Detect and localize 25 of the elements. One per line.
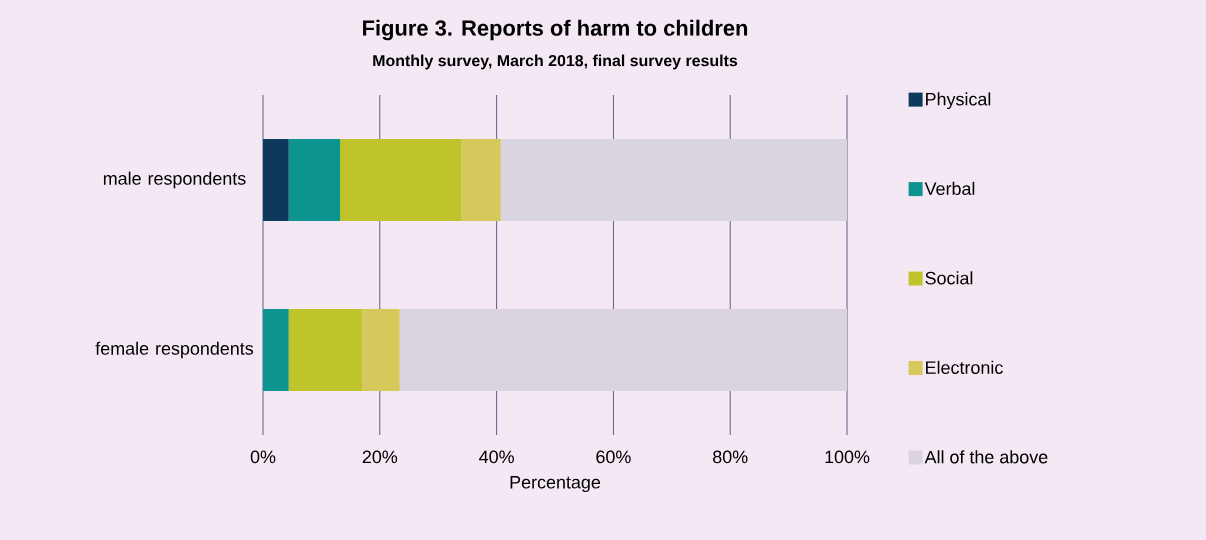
legend-label: Physical [926, 92, 991, 110]
x-tick-label: 100% [825, 450, 870, 464]
x-axis-title: Percentage [510, 476, 601, 493]
bar [399, 308, 848, 391]
bar [362, 308, 400, 391]
bar [263, 308, 289, 391]
x-tick-label: 40% [479, 450, 514, 464]
legend-label: Verbal [924, 181, 975, 196]
x-tick-label: 60% [596, 450, 631, 464]
x-tick-label: 0% [250, 450, 276, 464]
legend-label: Electronic [926, 360, 1003, 374]
x-tick-label: 20% [362, 450, 398, 464]
bar [500, 138, 848, 221]
chart-title: Figure 3. Reports of harm to children [363, 19, 748, 41]
x-tick-label: 80% [713, 450, 748, 464]
bar [340, 138, 462, 221]
bar [288, 138, 341, 221]
bar [263, 138, 289, 221]
legend-label: Social [925, 271, 973, 285]
bar [461, 138, 501, 221]
y-tick-label: female respondents [95, 341, 254, 359]
legend-label: All of the above [924, 450, 1048, 464]
y-tick-label: male respondents [103, 171, 246, 189]
bar [288, 308, 363, 391]
chart-subtitle: Monthly survey, March 2018, final survey results [373, 54, 738, 70]
